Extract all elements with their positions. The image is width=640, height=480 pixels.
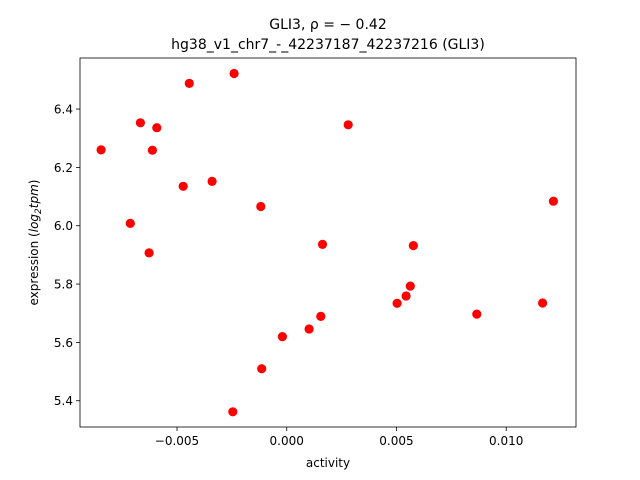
x-tick-label-2: 0.005 — [379, 434, 413, 448]
data-point-10 — [256, 201, 266, 212]
y-axis-label-suffix: ) — [27, 180, 41, 185]
y-axis-label-log: log — [27, 214, 41, 233]
data-point-19 — [472, 309, 482, 319]
y-tick-label-1: 5.6 — [54, 336, 73, 350]
x-tick-label-1: 0.000 — [270, 434, 304, 448]
data-point-3 — [184, 78, 194, 88]
data-point-23 — [257, 364, 267, 374]
data-point-8 — [125, 218, 135, 228]
chart-title-line1: GLI3, ρ = − 0.42 — [269, 17, 386, 33]
data-point-6 — [178, 181, 188, 191]
y-tick-label-3: 6.0 — [54, 219, 73, 233]
plot-frame — [79, 57, 577, 428]
data-point-9 — [144, 248, 154, 258]
y-axis-label: expression (log2tpm) — [27, 180, 44, 306]
y-tick-label-0: 5.4 — [54, 394, 73, 408]
data-point-4 — [229, 68, 239, 79]
data-point-17 — [392, 298, 402, 308]
data-points — [96, 68, 559, 417]
y-axis-label-prefix: expression ( — [27, 232, 41, 305]
chart-title-line2: hg38_v1_chr7_-_42237187_42237216 (GLI3) — [171, 37, 485, 53]
plot-area — [80, 58, 576, 427]
data-point-2 — [152, 123, 162, 133]
y-tick-label-5: 6.4 — [54, 103, 73, 117]
data-point-5 — [147, 145, 157, 155]
data-point-15 — [405, 281, 415, 291]
data-point-11 — [343, 120, 353, 130]
data-point-20 — [316, 311, 326, 321]
data-point-18 — [538, 298, 548, 308]
y-axis-label-tpm: tpm — [27, 184, 41, 208]
data-point-1 — [135, 118, 145, 128]
x-tick-label-3: 0.010 — [489, 434, 523, 448]
x-axis-label: activity — [306, 456, 350, 470]
y-tick-label-4: 6.2 — [54, 161, 73, 175]
y-tick-label-2: 5.8 — [54, 278, 73, 292]
data-point-21 — [304, 324, 314, 334]
data-point-16 — [401, 291, 411, 301]
data-point-0 — [96, 145, 106, 155]
data-point-7 — [207, 176, 217, 186]
data-point-14 — [548, 196, 559, 206]
x-axis-ticks: −0.005 0.000 0.005 0.010 — [155, 427, 523, 448]
y-axis-ticks: 5.4 5.6 5.8 6.0 6.2 6.4 — [54, 103, 80, 408]
data-point-12 — [317, 239, 328, 249]
x-tick-label-0: −0.005 — [155, 434, 199, 448]
data-point-22 — [277, 332, 287, 342]
data-point-13 — [408, 241, 418, 251]
y-axis-label-sub: 2 — [34, 208, 44, 214]
data-point-24 — [228, 407, 238, 417]
